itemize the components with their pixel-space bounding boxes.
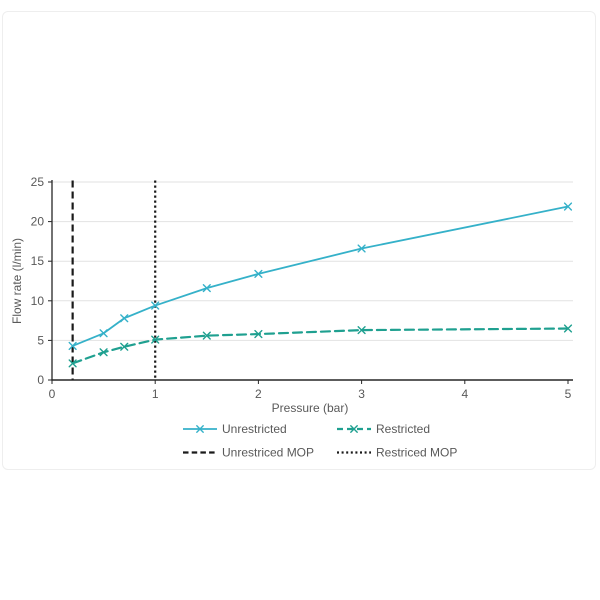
series-line-restricted (71, 327, 570, 365)
y-axis-title: Flow rate (l/min) (10, 238, 24, 324)
y-tick-label-15: 15 (31, 254, 45, 268)
series-marker-unrestricted (151, 301, 160, 310)
legend: Unrestricted Restricted Unrestriced MOP Res… (183, 422, 457, 460)
x-tick-label-0: 0 (49, 387, 56, 401)
legend-marker (196, 425, 204, 433)
chart-card (2, 11, 596, 470)
x-tick-label-1: 1 (152, 387, 159, 401)
y-tick-label-20: 20 (31, 215, 45, 229)
legend-marker (350, 425, 358, 433)
y-tick-label-5: 5 (37, 333, 44, 347)
axes (48, 180, 573, 384)
x-axis-title: Pressure (bar) (272, 401, 349, 415)
x-tick-label-2: 2 (255, 387, 262, 401)
data-series (68, 202, 573, 368)
x-axis-tick-labels: 0 1 2 3 4 5 (49, 387, 572, 401)
x-tick-label-4: 4 (461, 387, 468, 401)
series-marker-restricted (151, 335, 160, 344)
series-marker-unrestricted (357, 244, 366, 253)
legend-item-unrestricted: Unrestricted (183, 422, 287, 436)
legend-item-unrestriced-mop: Unrestriced MOP (183, 446, 314, 460)
gridlines (52, 181, 573, 341)
x-tick-label-5: 5 (565, 387, 572, 401)
series-marker-unrestricted (563, 202, 573, 211)
y-tick-label-25: 25 (31, 175, 45, 189)
series-marker-restricted (120, 342, 129, 351)
series-marker-restricted (254, 329, 263, 339)
y-tick-label-10: 10 (31, 294, 45, 308)
series-marker-unrestricted (99, 329, 108, 338)
series-marker-restricted (202, 331, 211, 340)
legend-label: Unrestriced MOP (222, 446, 314, 460)
legend-label: Restricted (376, 422, 430, 436)
series-marker-unrestricted (68, 341, 77, 351)
y-tick-label-0: 0 (37, 373, 44, 387)
series-marker-unrestricted (202, 284, 211, 293)
series-marker-restricted (357, 326, 366, 335)
series-marker-restricted (68, 359, 77, 368)
series-marker-unrestricted (120, 314, 129, 323)
series-marker-restricted (99, 348, 108, 357)
y-axis-tick-labels: 0 5 10 15 20 25 (31, 175, 45, 387)
legend-label: Restriced MOP (376, 446, 457, 460)
legend-item-restriced-mop: Restriced MOP (337, 446, 457, 460)
legend-item-restricted: Restricted (337, 422, 430, 436)
legend-label: Unrestricted (222, 422, 287, 436)
x-tick-label-3: 3 (358, 387, 365, 401)
series-marker-unrestricted (254, 269, 263, 278)
series-marker-restricted (563, 324, 573, 333)
series-line-unrestricted (71, 205, 569, 347)
